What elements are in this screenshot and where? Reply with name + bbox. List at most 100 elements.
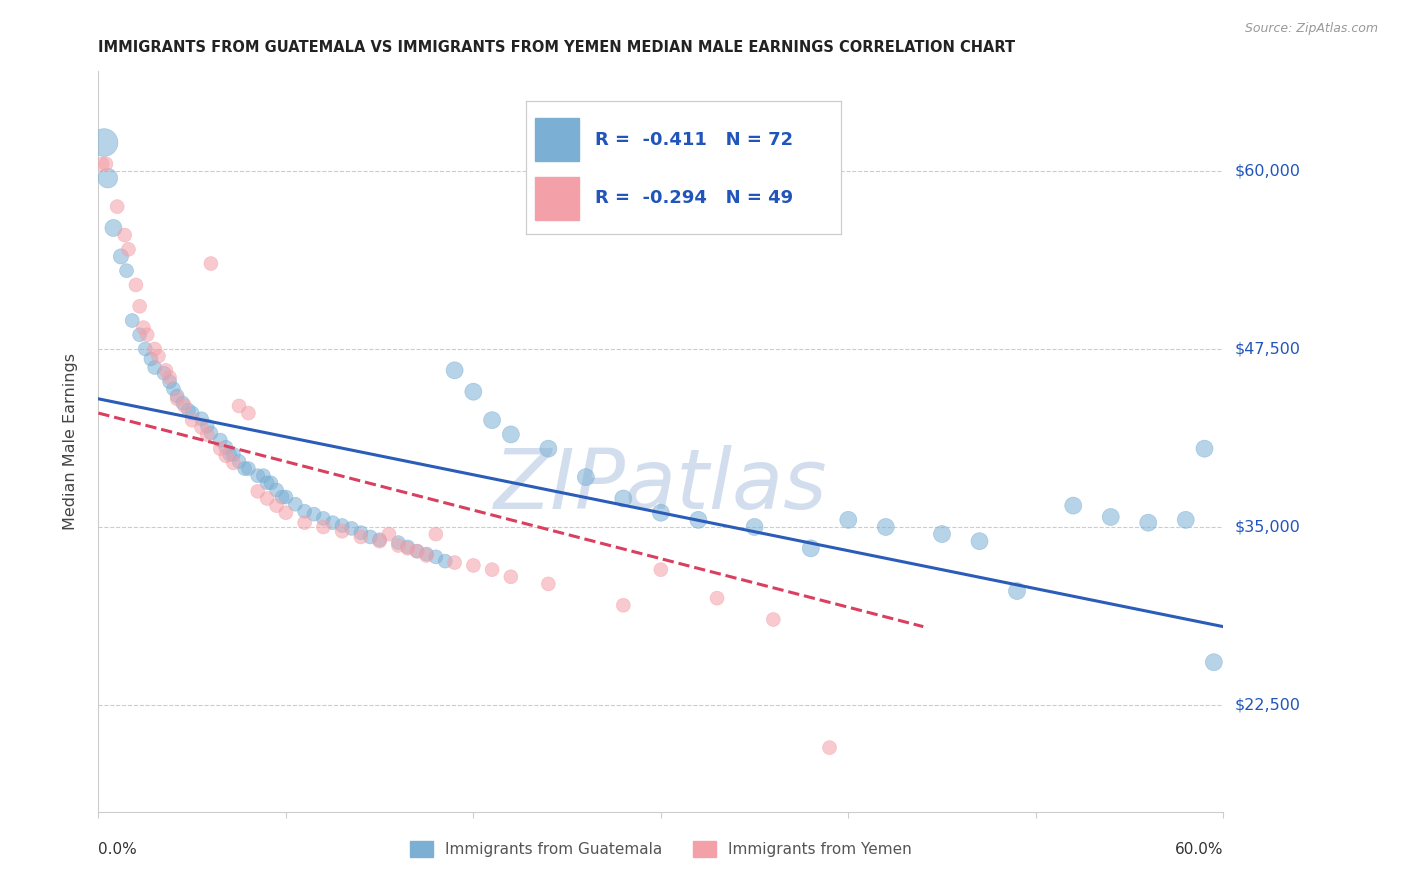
Point (256, 491, 278, 506)
Y-axis label: Median Male Earnings: Median Male Earnings (63, 353, 77, 530)
Point (195, 418, 218, 433)
Point (121, 313, 143, 327)
Point (105, 200, 128, 214)
Point (1194, 442, 1216, 456)
Point (650, 506, 672, 520)
Point (238, 406, 260, 420)
Point (200, 425, 222, 440)
Point (148, 349, 170, 363)
Point (166, 392, 188, 406)
Point (159, 375, 181, 389)
Point (94, 157, 117, 171)
Point (762, 613, 785, 627)
Point (134, 342, 156, 356)
Point (330, 524, 353, 539)
Point (322, 516, 344, 530)
Point (181, 413, 204, 427)
Point (499, 427, 522, 442)
Point (266, 499, 288, 513)
Text: 60.0%: 60.0% (1175, 842, 1223, 857)
Point (218, 447, 240, 461)
Point (387, 535, 409, 549)
Point (103, 221, 125, 235)
Point (215, 440, 238, 454)
Point (1005, 584, 1028, 599)
Point (136, 327, 159, 342)
Point (312, 511, 335, 525)
Point (1137, 516, 1160, 530)
Point (818, 740, 841, 755)
Text: IMMIGRANTS FROM GUATEMALA VS IMMIGRANTS FROM YEMEN MEDIAN MALE EARNINGS CORRELAT: IMMIGRANTS FROM GUATEMALA VS IMMIGRANTS … (98, 40, 1015, 55)
Point (246, 468, 269, 483)
Point (260, 475, 283, 490)
Point (114, 228, 136, 243)
Point (294, 516, 316, 530)
Point (612, 491, 634, 506)
Point (340, 521, 363, 535)
Point (1099, 510, 1122, 524)
Point (173, 399, 195, 413)
Point (166, 389, 188, 403)
Point (125, 277, 148, 292)
Point (200, 256, 222, 270)
Point (1174, 513, 1197, 527)
Point (162, 382, 184, 396)
Point (612, 599, 634, 613)
Point (350, 525, 373, 540)
Point (312, 520, 335, 534)
Point (575, 470, 598, 484)
Point (931, 527, 953, 541)
Point (359, 530, 381, 544)
Point (387, 539, 409, 553)
Point (228, 399, 250, 413)
Text: Source: ZipAtlas.com: Source: ZipAtlas.com (1244, 22, 1378, 36)
Point (425, 549, 447, 564)
Point (233, 461, 256, 475)
Point (128, 327, 150, 342)
Point (875, 520, 897, 534)
Point (415, 549, 437, 563)
Point (800, 541, 823, 556)
Point (499, 570, 522, 584)
Point (481, 413, 503, 427)
Point (256, 475, 278, 490)
Point (744, 520, 766, 534)
Point (650, 563, 672, 577)
Point (1202, 655, 1225, 669)
Point (177, 403, 200, 417)
Point (463, 558, 485, 573)
Point (368, 534, 391, 549)
Point (143, 342, 166, 356)
Point (115, 263, 138, 277)
Point (396, 540, 419, 554)
Point (209, 433, 232, 447)
Point (222, 447, 245, 461)
Point (139, 351, 162, 366)
Point (443, 556, 465, 570)
Text: $35,000: $35,000 (1234, 519, 1301, 534)
Point (837, 513, 859, 527)
Point (443, 363, 465, 377)
Point (190, 420, 212, 434)
Text: $47,500: $47,500 (1234, 342, 1301, 357)
Point (396, 541, 419, 556)
Point (117, 243, 139, 257)
Point (688, 513, 710, 527)
Point (350, 530, 373, 544)
Point (302, 507, 325, 521)
Point (238, 461, 260, 475)
Point (190, 411, 212, 425)
Point (969, 534, 991, 549)
Point (1062, 499, 1084, 513)
Point (434, 554, 457, 568)
Point (266, 483, 288, 497)
Point (93, 136, 115, 150)
Point (246, 484, 269, 499)
Point (228, 454, 250, 468)
Point (153, 366, 176, 380)
Point (368, 533, 391, 547)
Point (97, 171, 120, 186)
Point (222, 456, 245, 470)
Point (274, 506, 297, 520)
Point (128, 299, 150, 313)
